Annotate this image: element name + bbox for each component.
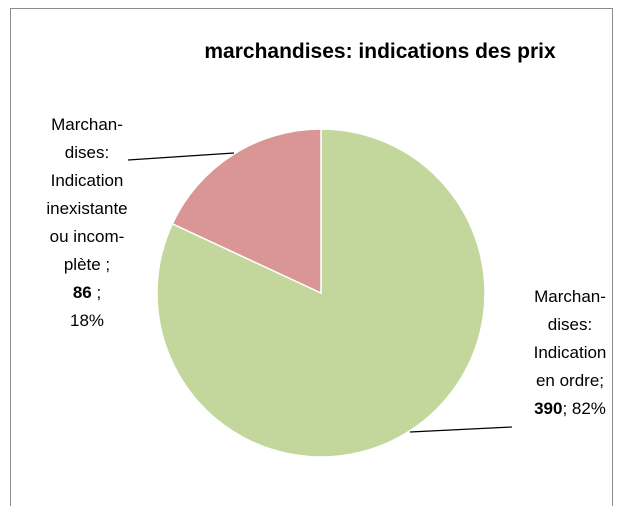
data-label-text: dises: — [65, 143, 109, 162]
data-label-text: plète ; — [64, 255, 110, 274]
data-label: 390; 82% — [534, 399, 606, 418]
data-label-text: dises: — [548, 315, 592, 334]
chart-border — [10, 8, 613, 506]
leader-line — [409, 426, 513, 433]
data-label-percent: 18% — [70, 311, 104, 330]
data-label-percent: 82% — [572, 399, 606, 418]
data-label: 18% — [70, 311, 104, 330]
data-label-text: Marchan- — [51, 115, 123, 134]
data-label-text: Marchan- — [534, 287, 606, 306]
data-label-value: 390 — [534, 399, 562, 418]
data-label-text: inexistante — [46, 199, 127, 218]
chart-title: marchandises: indications des prix — [204, 40, 556, 63]
data-label-separator: ; — [92, 283, 101, 302]
data-label: 86 ; — [73, 283, 101, 302]
leader-line — [127, 152, 235, 161]
data-label-text: Indication — [51, 171, 124, 190]
data-label-separator: ; — [562, 399, 571, 418]
data-label-text: en ordre; — [536, 371, 604, 390]
pie-slice — [171, 128, 322, 295]
data-label-text: ou incom- — [50, 227, 125, 246]
data-label-text: Indication — [534, 343, 607, 362]
data-label-value: 86 — [73, 283, 92, 302]
